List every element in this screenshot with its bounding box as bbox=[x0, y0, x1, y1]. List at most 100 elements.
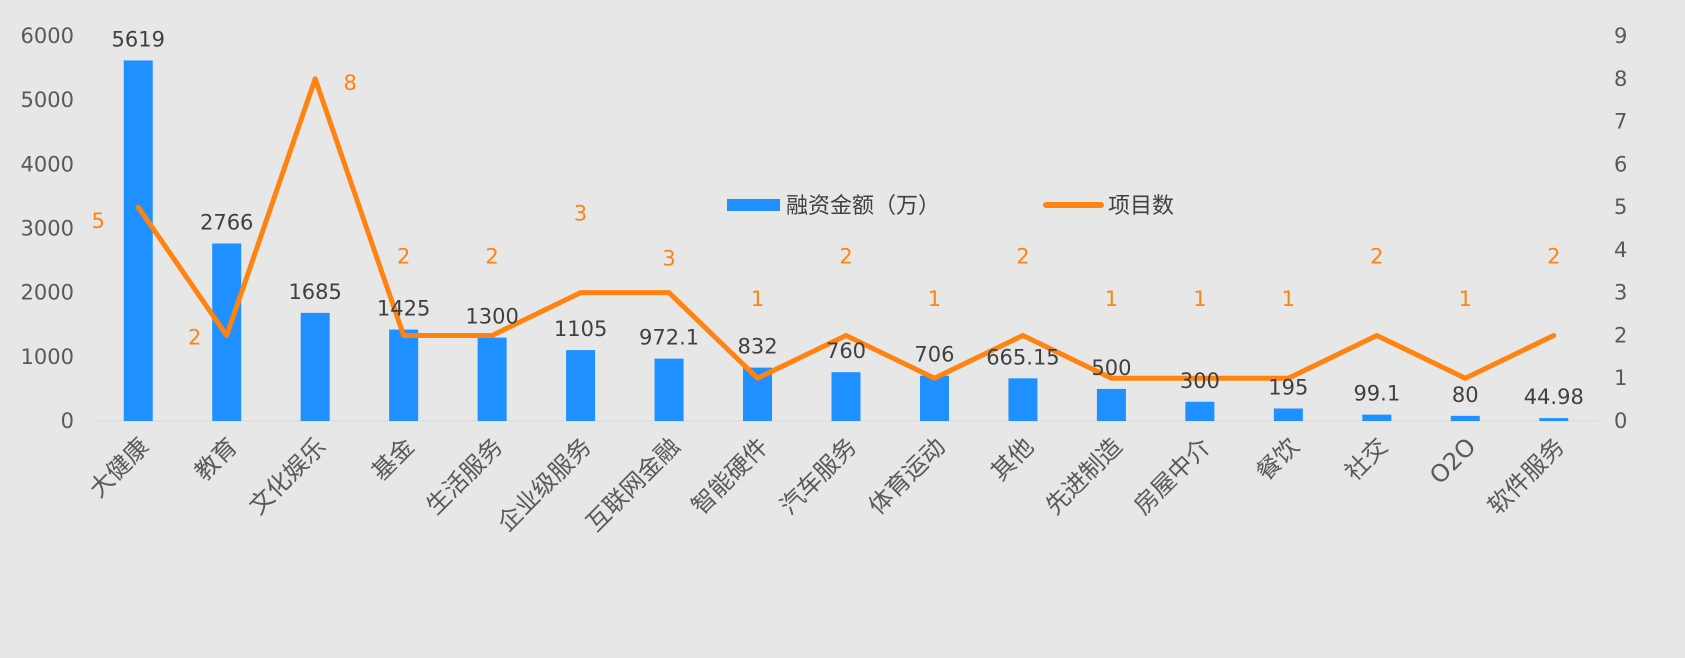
line-data-label: 1 bbox=[1105, 287, 1118, 311]
category-label: 先进制造 bbox=[1040, 432, 1128, 520]
bar-data-label: 1105 bbox=[554, 317, 607, 341]
right-axis-tick: 0 bbox=[1614, 409, 1627, 433]
category-label: 企业级服务 bbox=[492, 432, 597, 537]
bar bbox=[1539, 418, 1569, 421]
category-labels: 大健康 教育 文化娱乐 基金 生活服务企业级服务互联网金融 智能硬件 汽车服务 体育运动 其他先… bbox=[84, 432, 1570, 537]
bar-data-label: 500 bbox=[1091, 356, 1131, 380]
left-axis-tick: 1000 bbox=[21, 345, 74, 369]
line-data-label: 2 bbox=[839, 244, 852, 268]
line-data-labels: 5 2 8 2 2 3 3 1 2 1 2 1 1 1 2 1 2 bbox=[92, 71, 1561, 350]
line-point bbox=[1110, 377, 1113, 380]
category-label: 餐饮 bbox=[1251, 432, 1305, 486]
category-label: 互联网金融 bbox=[581, 432, 686, 537]
bar-data-label: 832 bbox=[737, 335, 777, 359]
left-axis-tick: 6000 bbox=[21, 24, 74, 48]
category-label: 智能硬件 bbox=[686, 432, 774, 520]
right-axis-tick: 4 bbox=[1614, 238, 1627, 262]
line-data-label: 1 bbox=[1459, 287, 1472, 311]
category-label: 体育运动 bbox=[863, 432, 951, 520]
line-data-label: 8 bbox=[343, 71, 356, 95]
line-data-label: 2 bbox=[485, 244, 498, 268]
bar-data-label: 80 bbox=[1452, 383, 1479, 407]
bar-data-label: 665.15 bbox=[986, 345, 1059, 369]
right-axis-tick: 6 bbox=[1614, 152, 1627, 176]
bar bbox=[831, 372, 861, 421]
line-point bbox=[1464, 377, 1467, 380]
right-axis-tick: 2 bbox=[1614, 323, 1627, 347]
line-point bbox=[225, 334, 228, 337]
bar-data-label: 1425 bbox=[377, 297, 430, 321]
line-point bbox=[756, 377, 759, 380]
bar bbox=[1273, 408, 1303, 421]
right-axis-tick: 1 bbox=[1614, 366, 1627, 390]
right-axis-tick: 7 bbox=[1614, 110, 1627, 134]
line-point bbox=[1198, 377, 1201, 380]
line-data-label: 2 bbox=[1547, 244, 1560, 268]
category-label: 其他 bbox=[985, 432, 1039, 486]
bar bbox=[1096, 388, 1126, 421]
line-path bbox=[135, 76, 1557, 381]
line-data-label: 2 bbox=[1370, 244, 1383, 268]
left-axis-ticks: 0 1000 2000 3000 4000 5000 6000 bbox=[21, 24, 74, 433]
line-point bbox=[668, 291, 671, 294]
line-point bbox=[137, 206, 140, 209]
line-point bbox=[1287, 377, 1290, 380]
line-point bbox=[314, 77, 317, 80]
category-label: 文化娱乐 bbox=[244, 432, 332, 520]
line-data-label: 1 bbox=[751, 287, 764, 311]
bar bbox=[1450, 415, 1480, 421]
bar-data-label: 1300 bbox=[465, 305, 518, 329]
right-axis-ticks: 0 1 2 3 4 5 6 7 8 9 bbox=[1614, 24, 1627, 433]
line-data-label: 5 bbox=[92, 209, 105, 233]
category-label: O2O bbox=[1424, 432, 1481, 489]
left-axis-tick: 2000 bbox=[21, 281, 74, 305]
left-axis-tick: 5000 bbox=[21, 88, 74, 112]
legend-label-line: 项目数 bbox=[1108, 194, 1174, 219]
line-point bbox=[579, 291, 582, 294]
line-series bbox=[135, 76, 1557, 381]
category-label: 教育 bbox=[189, 432, 243, 486]
line-data-label: 1 bbox=[928, 287, 941, 311]
category-label: 基金 bbox=[366, 432, 420, 486]
line-point bbox=[491, 334, 494, 337]
bar bbox=[477, 337, 507, 421]
bar-data-label: 2766 bbox=[200, 211, 253, 235]
category-label: 房屋中介 bbox=[1128, 432, 1216, 520]
line-data-label: 3 bbox=[574, 202, 587, 226]
category-label: 大健康 bbox=[84, 432, 155, 503]
left-axis-tick: 4000 bbox=[21, 152, 74, 176]
bar-data-label: 99.1 bbox=[1353, 382, 1400, 406]
bar-series bbox=[123, 60, 1569, 421]
line-point bbox=[1375, 334, 1378, 337]
line-data-label: 2 bbox=[1016, 244, 1029, 268]
left-axis-tick: 0 bbox=[61, 409, 74, 433]
bar bbox=[654, 358, 684, 421]
line-data-label: 2 bbox=[188, 325, 201, 349]
bar bbox=[566, 350, 596, 421]
bar bbox=[389, 329, 419, 421]
category-label: 汽车服务 bbox=[775, 432, 863, 520]
line-point bbox=[1552, 334, 1555, 337]
line-point bbox=[402, 334, 405, 337]
line-data-label: 1 bbox=[1193, 287, 1206, 311]
bar bbox=[1008, 378, 1038, 421]
line-data-label: 2 bbox=[397, 244, 410, 268]
bar bbox=[300, 312, 330, 421]
bar bbox=[1185, 401, 1215, 421]
category-label: 生活服务 bbox=[421, 432, 509, 520]
right-axis-tick: 9 bbox=[1614, 24, 1627, 48]
category-label: 社交 bbox=[1339, 432, 1393, 486]
bar-data-label: 195 bbox=[1268, 375, 1308, 399]
legend: 融资金额（万） 项目数 bbox=[727, 194, 1174, 219]
line-point bbox=[933, 377, 936, 380]
bar bbox=[123, 60, 153, 421]
bar bbox=[919, 375, 949, 421]
line-point bbox=[845, 334, 847, 337]
left-axis-tick: 3000 bbox=[21, 217, 74, 241]
category-label: 软件服务 bbox=[1482, 432, 1570, 520]
right-axis-tick: 5 bbox=[1614, 195, 1627, 219]
right-axis-tick: 8 bbox=[1614, 67, 1627, 91]
